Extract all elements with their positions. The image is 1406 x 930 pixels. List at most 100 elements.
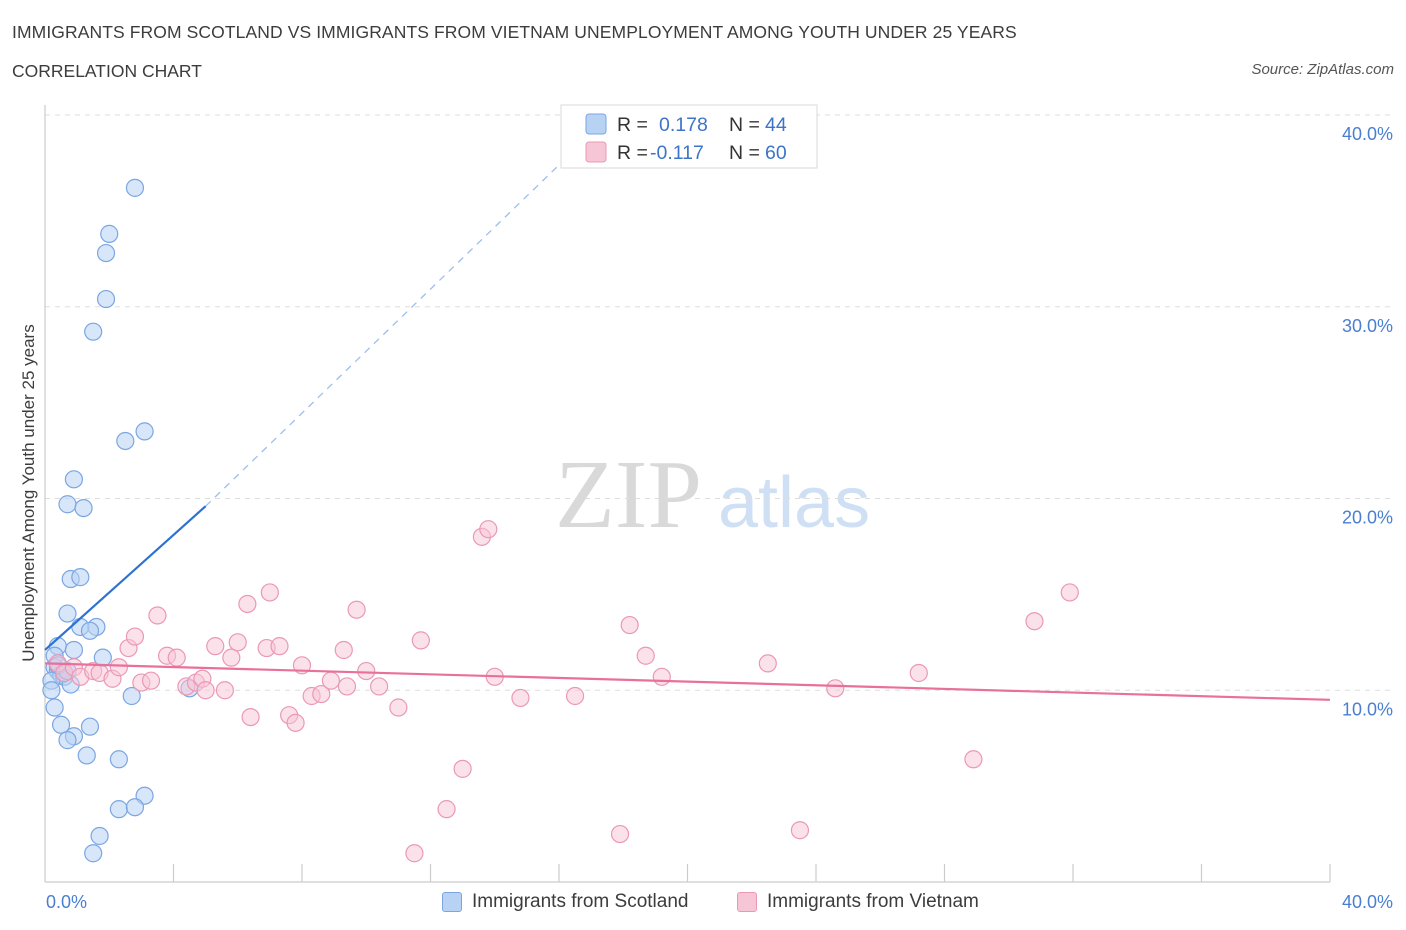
vietnam-point	[652, 667, 671, 686]
vietnam-point	[411, 631, 430, 650]
vietnam-point	[1060, 583, 1079, 602]
scotland-point	[58, 731, 77, 750]
chart-title: IMMIGRANTS FROM SCOTLAND VS IMMIGRANTS F…	[12, 22, 1017, 42]
vietnam-point	[286, 713, 305, 732]
scotland-point	[58, 495, 77, 514]
vietnam-point	[125, 627, 145, 646]
vietnam-point	[196, 681, 215, 700]
legend-item-vietnam: Immigrants from Vietnam	[737, 889, 979, 915]
scotland-point	[96, 243, 116, 263]
vietnam-point	[141, 671, 161, 690]
vietnam-point	[453, 759, 472, 778]
legend-n-value-vietnam: 60	[765, 142, 787, 164]
vietnam-point	[215, 681, 234, 700]
vietnam-point	[826, 679, 845, 698]
vietnam-point	[620, 615, 639, 635]
scotland-point	[116, 431, 135, 451]
vietnam-point	[238, 594, 257, 614]
scotland-point	[71, 568, 90, 587]
scotland-point	[122, 686, 141, 706]
correlation-legend: R = 0.178 N = 44 R = -0.117 N = 60	[560, 104, 818, 169]
legend-swatch-scotland	[585, 113, 607, 135]
vietnam-point	[636, 646, 655, 665]
vietnam-point	[964, 750, 983, 769]
vietnam-point	[337, 677, 357, 696]
scotland-point	[45, 698, 64, 717]
y-tick-label: 30.0%	[1342, 316, 1393, 336]
legend-swatch-vietnam-bottom	[737, 892, 757, 912]
y-tick-label: 20.0%	[1342, 508, 1393, 528]
scotland-point	[84, 322, 103, 341]
series-vietnam-points	[48, 520, 1079, 863]
scotland-point	[80, 621, 100, 640]
y-tick-label: 40.0%	[1342, 124, 1393, 144]
watermark-atlas: atlas	[718, 463, 870, 543]
legend-swatch-vietnam	[585, 141, 607, 163]
vietnam-point	[270, 637, 289, 656]
scotland-point	[96, 289, 116, 309]
x-tick-label-min: 0.0%	[46, 892, 87, 912]
x-tick-label-max: 40.0%	[1342, 892, 1393, 912]
legend-r-label-vietnam: R =	[617, 142, 648, 164]
vietnam-point	[222, 648, 241, 667]
scotland-point	[80, 717, 100, 736]
legend-n-value-scotland: 44	[765, 114, 787, 136]
series-scotland-points	[42, 178, 199, 863]
scotland-point	[77, 746, 96, 765]
scotland-point	[51, 715, 71, 734]
scotland-point	[84, 844, 103, 863]
vietnam-point	[109, 658, 128, 677]
vietnam-point	[228, 633, 247, 652]
vietnam-trend-line	[44, 662, 1331, 701]
vietnam-point	[565, 686, 585, 706]
vietnam-point	[148, 606, 167, 625]
scotland-point	[125, 178, 145, 197]
scotland-point	[109, 800, 128, 819]
vietnam-point	[511, 688, 530, 708]
vietnam-point	[357, 661, 376, 681]
vietnam-point	[405, 844, 424, 863]
scotland-trend-extension	[205, 149, 576, 507]
y-tick-label: 10.0%	[1342, 699, 1393, 719]
vietnam-point	[370, 677, 389, 696]
legend-r-value-scotland: 0.178	[659, 114, 708, 136]
vietnam-point	[437, 800, 456, 819]
scotland-point	[100, 224, 119, 243]
vietnam-point	[610, 824, 630, 844]
vietnam-point	[1025, 612, 1044, 631]
y-axis-label: Unemployment Among Youth under 25 years	[19, 324, 38, 661]
legend-n-label-scotland: N =	[729, 114, 760, 136]
legend-r-value-vietnam: -0.117	[650, 142, 704, 164]
x-ticks	[172, 864, 1331, 882]
vietnam-point	[389, 698, 408, 717]
scotland-point	[135, 422, 154, 441]
vietnam-point	[167, 648, 186, 667]
vietnam-point	[347, 600, 366, 619]
scotland-point	[58, 604, 77, 623]
vietnam-point	[260, 583, 279, 602]
trend-lines	[44, 149, 1331, 701]
vietnam-point	[334, 640, 353, 660]
vietnam-point	[909, 663, 928, 683]
legend-n-label-vietnam: N =	[729, 142, 760, 164]
legend-r-label-scotland: R =	[617, 114, 648, 136]
vietnam-point	[479, 520, 498, 539]
legend-item-scotland: Immigrants from Scotland	[442, 889, 688, 915]
scotland-point	[109, 750, 128, 769]
watermark-zip: ZIP	[555, 441, 702, 549]
scotland-point	[64, 470, 84, 489]
scotland-point	[90, 826, 109, 846]
vietnam-point	[321, 671, 341, 690]
legend-label-scotland: Immigrants from Scotland	[472, 891, 689, 912]
vietnam-point	[312, 684, 331, 704]
chart-subtitle: CORRELATION CHART	[12, 61, 202, 81]
vietnam-point	[758, 654, 777, 673]
legend-swatch-scotland-bottom	[442, 892, 462, 912]
scotland-point	[74, 498, 93, 518]
vietnam-point	[241, 707, 260, 727]
scotland-point	[42, 681, 61, 700]
scotland-point	[64, 640, 84, 660]
vietnam-point	[206, 637, 225, 656]
source-label: Source: ZipAtlas.com	[1251, 61, 1394, 78]
